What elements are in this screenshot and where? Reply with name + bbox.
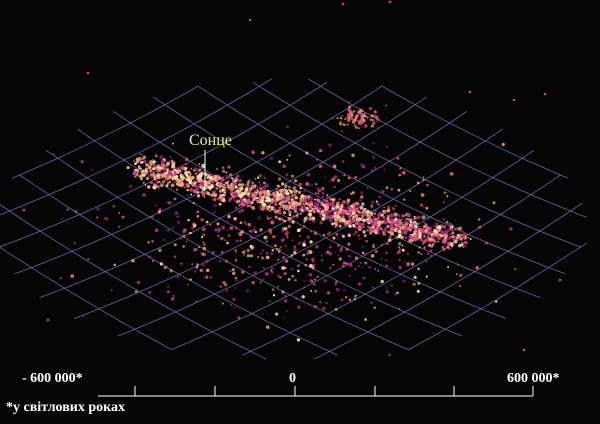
perspective-grid xyxy=(0,78,588,360)
sun-label: Сонце xyxy=(189,132,232,149)
footnote: *у світлових роках xyxy=(6,400,125,415)
scale-center-label: 0 xyxy=(289,371,296,386)
scale-left-label: - 600 000* xyxy=(22,371,83,386)
scale-right-label: 600 000* xyxy=(507,371,560,386)
scale-bar xyxy=(98,386,534,397)
star-field xyxy=(22,0,562,357)
